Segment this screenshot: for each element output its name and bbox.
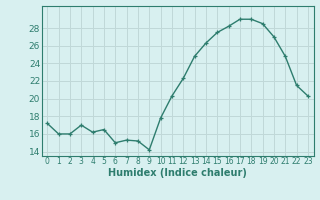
- X-axis label: Humidex (Indice chaleur): Humidex (Indice chaleur): [108, 168, 247, 178]
